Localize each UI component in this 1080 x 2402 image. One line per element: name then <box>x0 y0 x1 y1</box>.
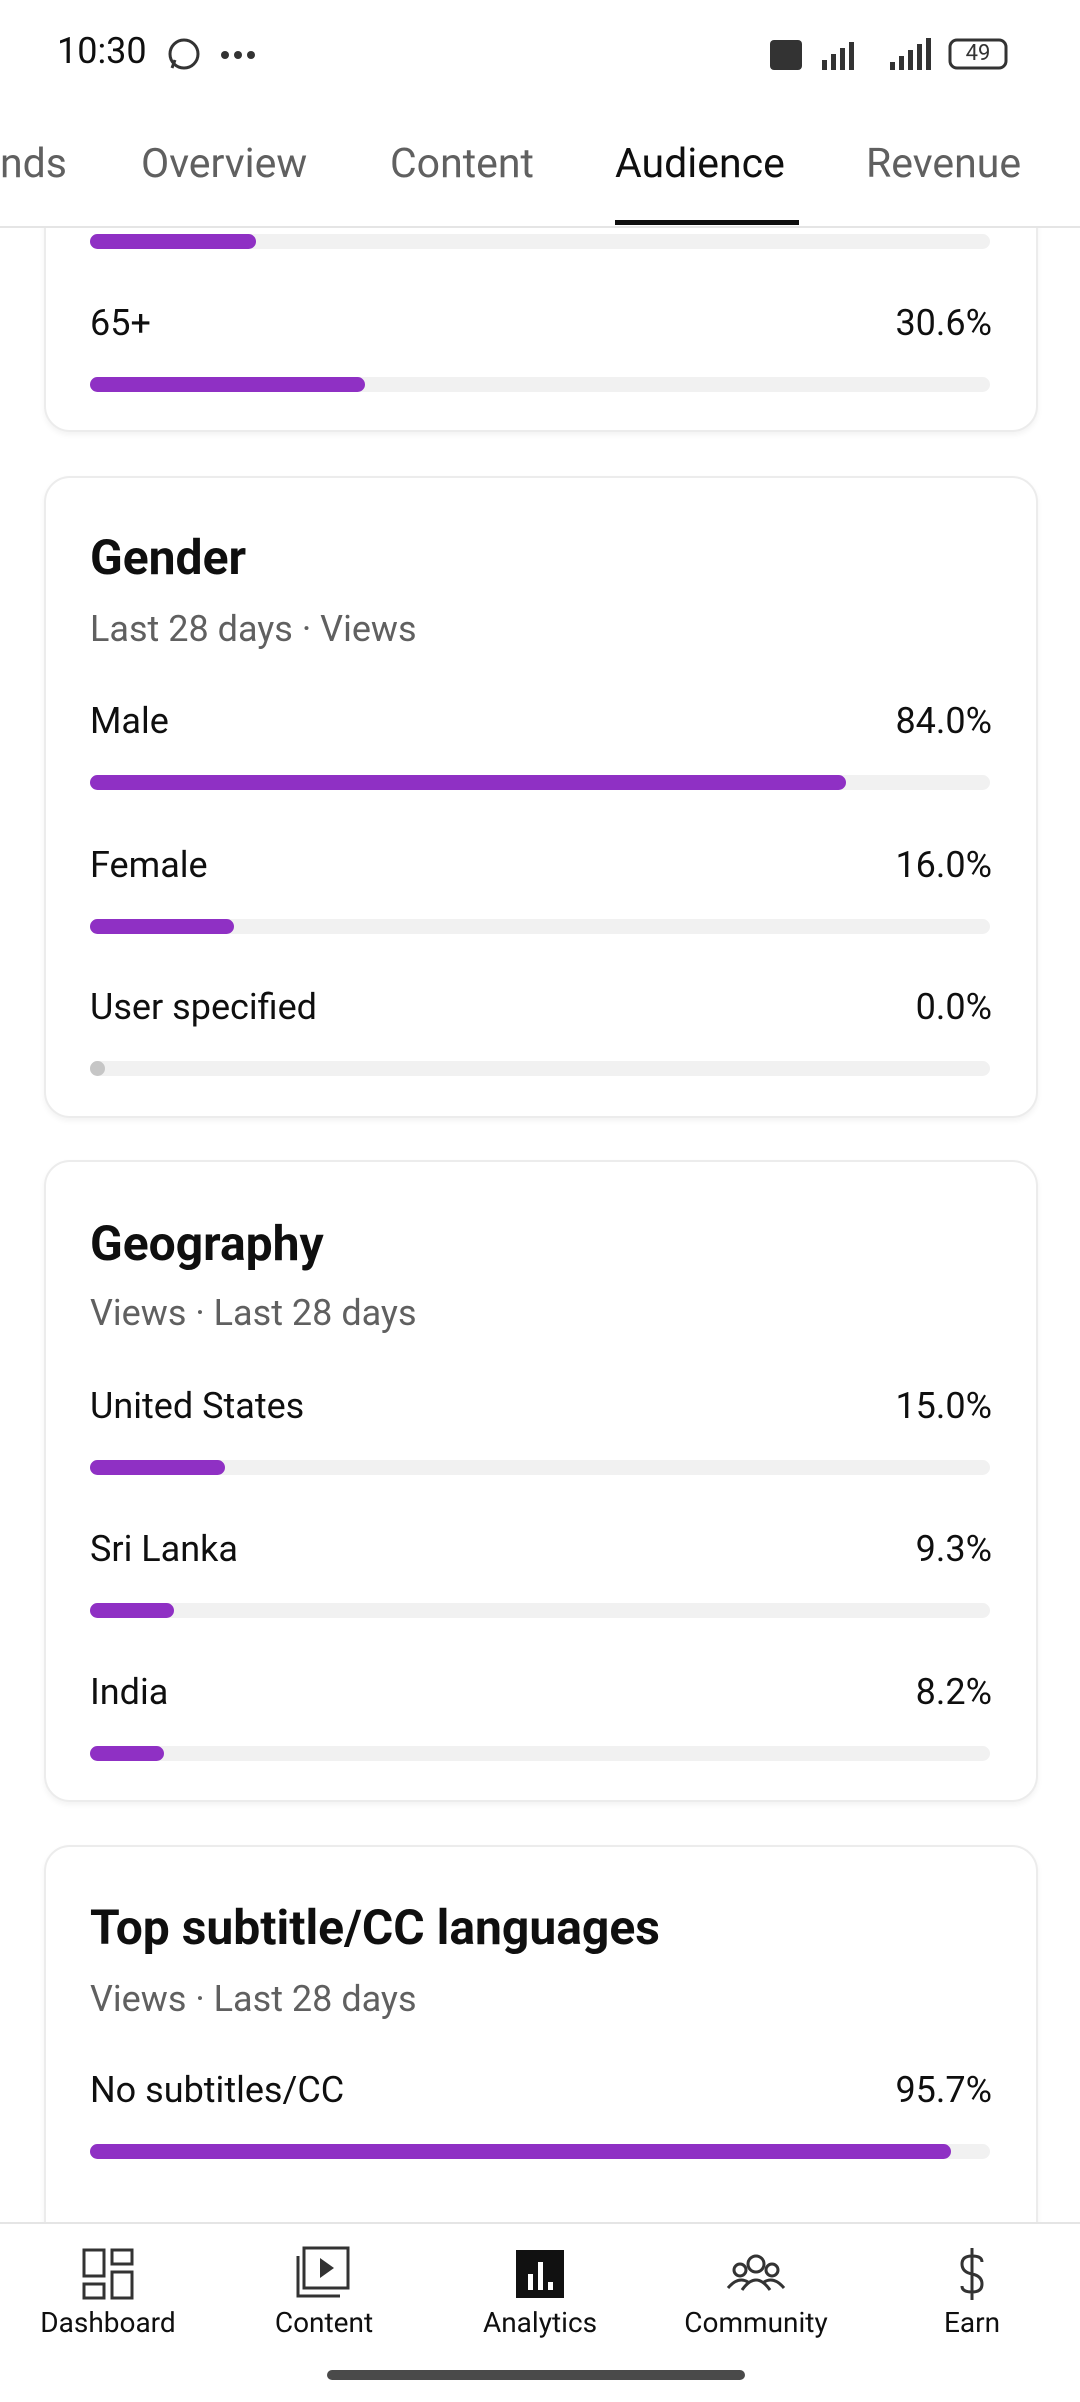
nav-item[interactable]: Dashboard <box>0 2224 216 2402</box>
nav-item[interactable]: Earn <box>864 2224 1080 2402</box>
row-value: 9.3% <box>915 1528 992 1570</box>
row-value: 30.6% <box>895 302 992 344</box>
tab[interactable]: Overview <box>141 140 308 188</box>
nav-icon <box>82 2248 134 2300</box>
status-bar: 10:30 49 <box>0 0 1080 110</box>
row-value: 15.0% <box>895 1385 992 1427</box>
row-label: Male <box>90 700 169 742</box>
battery-level: 49 <box>965 41 991 66</box>
bar <box>90 2144 952 2159</box>
nav-item[interactable]: Community <box>648 2224 864 2402</box>
card-title: Top subtitle/CC languages <box>90 1899 660 1956</box>
row-label: India <box>90 1671 169 1713</box>
whatsapp-icon <box>168 38 200 70</box>
bar <box>90 1746 164 1761</box>
row-value: 95.7% <box>895 2069 992 2111</box>
row-value: 8.2% <box>915 1671 992 1713</box>
card-subtitle: Views · Last 28 days <box>90 1292 417 1334</box>
card: Gender Last 28 days · Views Male 84.0% Femal… <box>44 476 1038 1118</box>
tab-bar: nds Overview Content Audience Revenue <box>0 110 1080 228</box>
row-value: 0.0% <box>915 986 992 1028</box>
bar-track <box>90 775 990 790</box>
bar <box>90 1603 174 1618</box>
home-indicator <box>327 2370 745 2380</box>
more-icon <box>221 51 255 59</box>
bar <box>90 1061 105 1076</box>
nav-label: Dashboard <box>40 2306 176 2339</box>
tab-indicator <box>615 220 799 225</box>
card: Top subtitle/CC languages Views · Last 28… <box>44 1845 1038 2222</box>
card-subtitle: Views · Last 28 days <box>90 1978 417 2020</box>
bar <box>90 919 234 934</box>
bar <box>90 377 366 392</box>
bar-track <box>90 1746 990 1761</box>
bar-track <box>90 919 990 934</box>
nav-icon <box>516 2250 564 2298</box>
nav-label: Community <box>684 2306 828 2339</box>
bar-track <box>90 1603 990 1618</box>
row-label: No subtitles/CC <box>90 2069 345 2111</box>
row-value: 84.0% <box>895 700 992 742</box>
tab[interactable]: Audience <box>615 140 785 188</box>
nav-icon <box>726 2254 786 2291</box>
bar-track <box>90 234 990 249</box>
tab[interactable]: Revenue <box>866 140 1022 188</box>
bar <box>90 234 256 249</box>
card: Geography Views · Last 28 days United Stat… <box>44 1160 1038 1802</box>
card: 65+ 30.6% <box>44 228 1038 432</box>
bar <box>90 775 846 790</box>
row-label: Sri Lanka <box>90 1528 238 1570</box>
bar <box>90 1460 225 1475</box>
row-value: 16.0% <box>895 844 992 886</box>
nav-label: Content <box>274 2306 374 2339</box>
nav-icon <box>296 2246 350 2298</box>
card-subtitle: Last 28 days · Views <box>90 608 417 650</box>
bar-track <box>90 1460 990 1475</box>
content: 65+ 30.6% Gender Last 28 days · Views Male 84… <box>0 228 1080 2222</box>
card-title: Geography <box>90 1215 324 1272</box>
bar-track <box>90 2144 990 2159</box>
nav-item[interactable]: Content <box>216 2224 432 2402</box>
tab[interactable]: Content <box>390 140 534 188</box>
nav-item[interactable]: Analytics <box>432 2224 648 2402</box>
card-title: Gender <box>90 529 247 586</box>
bar-track <box>90 1061 990 1076</box>
row-label: User specified <box>90 986 317 1028</box>
nav-icon <box>960 2248 984 2300</box>
row-label: 65+ <box>90 302 151 344</box>
nav-label: Earn <box>943 2306 1001 2339</box>
bar-track <box>90 377 990 392</box>
row-label: United States <box>90 1385 305 1427</box>
tab[interactable]: nds <box>0 140 67 188</box>
row-label: Female <box>90 844 208 886</box>
nav-label: Analytics <box>482 2306 598 2339</box>
signal-icons <box>770 38 1008 70</box>
clock: 10:30 <box>57 30 147 72</box>
